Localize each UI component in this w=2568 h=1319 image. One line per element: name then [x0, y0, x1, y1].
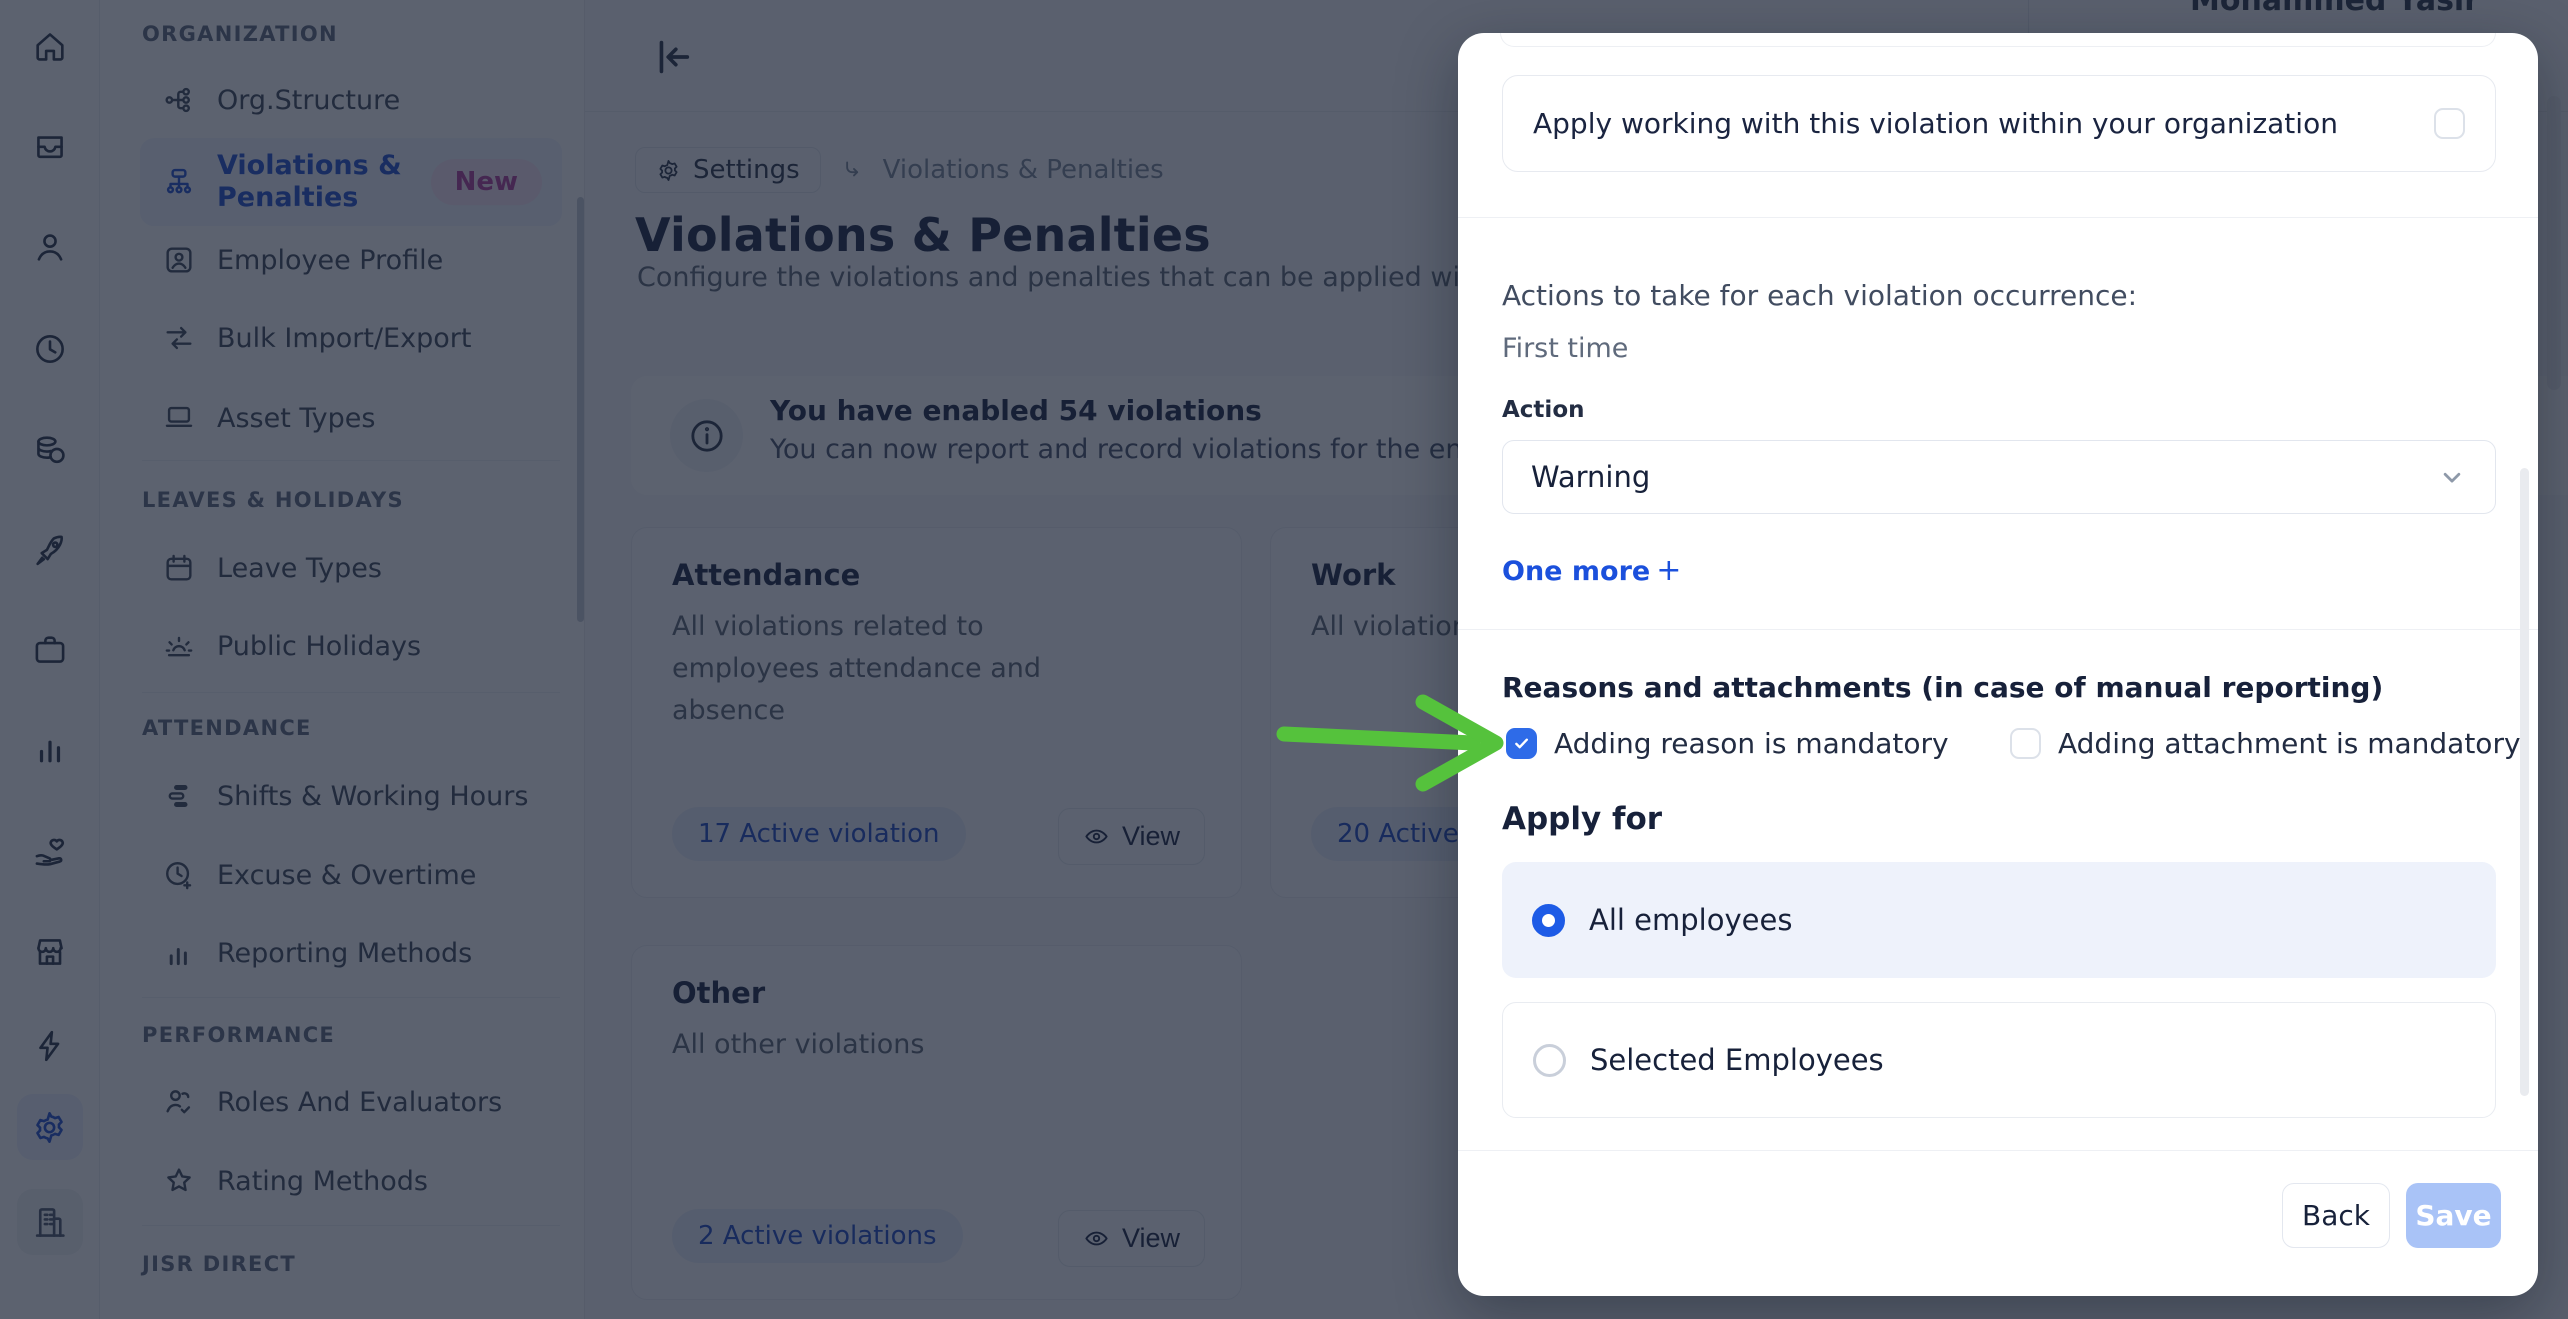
- violation-settings-modal: Apply working with this violation within…: [1458, 33, 2538, 1296]
- attachment-mandatory-option: Adding attachment is mandatory: [2010, 727, 2521, 760]
- reason-mandatory-option: Adding reason is mandatory: [1506, 727, 1949, 760]
- chevron-down-icon: [2437, 462, 2467, 492]
- reason-mandatory-checkbox[interactable]: [1506, 728, 1537, 759]
- option-label: All employees: [1589, 903, 1793, 937]
- attachment-mandatory-checkbox[interactable]: [2010, 728, 2041, 759]
- action-select[interactable]: Warning: [1502, 440, 2496, 514]
- occurrence-label: First time: [1502, 333, 1629, 364]
- modal-divider: [1458, 217, 2538, 218]
- option-selected-employees[interactable]: Selected Employees: [1502, 1002, 2496, 1118]
- modal-divider: [1458, 629, 2538, 630]
- save-button[interactable]: Save: [2406, 1183, 2501, 1248]
- back-button[interactable]: Back: [2282, 1183, 2390, 1248]
- check-icon: [1515, 738, 1528, 749]
- plus-icon: +: [1656, 553, 1682, 588]
- radio-unselected-icon: [1533, 1043, 1566, 1077]
- apply-violation-row: Apply working with this violation within…: [1502, 75, 2496, 172]
- reason-mandatory-label: Adding reason is mandatory: [1554, 727, 1949, 760]
- scrolled-card-edge: [1500, 33, 2496, 47]
- modal-divider: [1458, 1150, 2538, 1151]
- actions-heading: Actions to take for each violation occur…: [1502, 279, 2138, 312]
- reason-attachment-row: Adding reason is mandatory Adding attach…: [1458, 727, 2538, 771]
- radio-selected-icon: [1532, 903, 1565, 937]
- reasons-heading: Reasons and attachments (in case of manu…: [1502, 671, 2384, 704]
- option-all-employees[interactable]: All employees: [1502, 862, 2496, 978]
- apply-violation-checkbox[interactable]: [2434, 108, 2465, 139]
- action-field-label: Action: [1502, 397, 1585, 423]
- one-more-link[interactable]: One more +: [1502, 553, 1682, 588]
- attachment-mandatory-label: Adding attachment is mandatory: [2058, 727, 2521, 760]
- apply-violation-label: Apply working with this violation within…: [1533, 107, 2338, 140]
- modal-scrollbar[interactable]: [2520, 468, 2529, 1096]
- apply-for-heading: Apply for: [1502, 801, 1663, 837]
- action-select-value: Warning: [1531, 460, 1651, 494]
- option-label: Selected Employees: [1590, 1043, 1884, 1077]
